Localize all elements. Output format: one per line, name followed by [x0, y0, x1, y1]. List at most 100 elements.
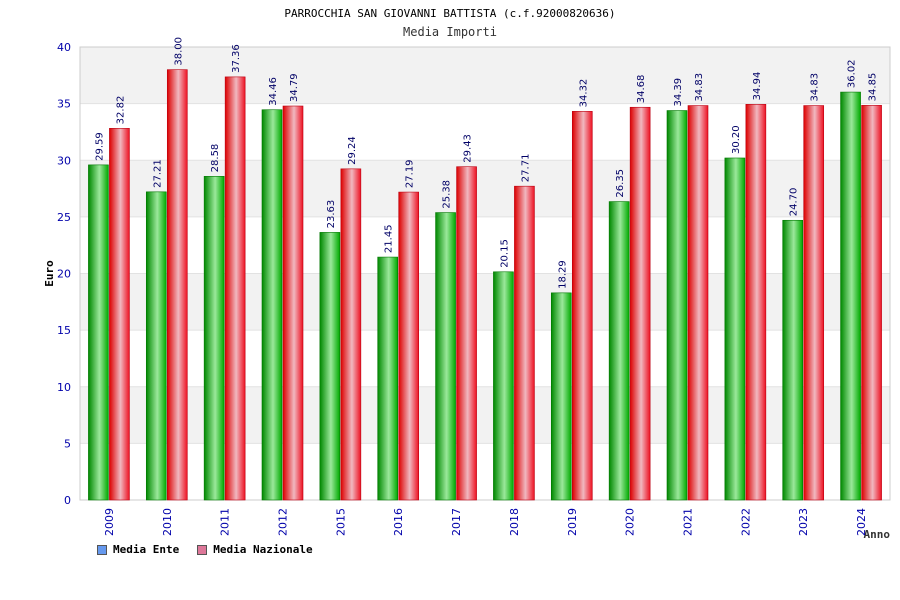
- x-tick-label: 2015: [334, 508, 347, 536]
- data-label: 21.45: [384, 224, 395, 253]
- data-label: 38.00: [173, 37, 184, 66]
- legend-swatch-ente: [97, 544, 107, 555]
- grid-band: [80, 386, 890, 444]
- bar-nazionale: [745, 104, 767, 501]
- data-label: 34.83: [810, 73, 821, 102]
- bar-nazionale: [629, 106, 651, 501]
- y-axis-label: Euro: [43, 260, 56, 287]
- y-tick-label: 35: [57, 98, 71, 111]
- bar-ente: [840, 91, 861, 501]
- chart-legend: Media Ente Media Nazionale: [97, 543, 331, 556]
- x-axis-label: Anno: [864, 528, 891, 541]
- grid-band: [80, 216, 890, 274]
- legend-item-nazionale: Media Nazionale: [197, 543, 313, 556]
- legend-swatch-nazionale: [197, 544, 208, 555]
- data-label: 29.43: [463, 134, 474, 163]
- data-label: 34.83: [694, 73, 705, 102]
- data-label: 30.20: [731, 125, 742, 154]
- chart-title: PARROCCHIA SAN GIOVANNI BATTISTA (c.f.92…: [284, 7, 616, 20]
- data-label: 18.29: [557, 260, 568, 289]
- bar-nazionale: [109, 128, 130, 501]
- bar-nazionale: [282, 105, 304, 501]
- data-label: 34.79: [289, 73, 300, 102]
- y-tick-label: 0: [64, 494, 71, 507]
- x-tick-label: 2020: [624, 508, 637, 536]
- data-label: 23.63: [326, 200, 337, 229]
- y-tick-label: 10: [57, 381, 71, 394]
- data-label: 27.21: [152, 159, 163, 188]
- x-tick-label: 2016: [392, 508, 405, 536]
- grid-band: [80, 47, 890, 104]
- data-label: 36.02: [847, 59, 858, 88]
- x-tick-label: 2021: [682, 508, 695, 536]
- data-label: 34.68: [636, 75, 647, 104]
- y-tick-label: 20: [57, 268, 71, 281]
- data-label: 26.35: [615, 169, 626, 198]
- x-tick-label: 2017: [450, 508, 463, 536]
- bar-ente: [377, 256, 399, 501]
- legend-label-ente: Media Ente: [113, 543, 180, 556]
- x-tick-label: 2010: [161, 508, 174, 536]
- x-tick-label: 2018: [508, 508, 521, 536]
- data-label: 37.36: [231, 44, 242, 73]
- bar-nazionale: [398, 191, 420, 501]
- legend-item-ente: Media Ente: [97, 543, 179, 556]
- x-tick-label: 2023: [797, 508, 810, 536]
- bar-ente: [203, 176, 225, 501]
- data-label: 27.19: [405, 159, 416, 188]
- data-label: 34.46: [268, 77, 279, 106]
- bar-ente: [666, 110, 688, 501]
- y-tick-label: 40: [57, 41, 71, 54]
- data-label: 34.85: [868, 73, 879, 102]
- x-tick-label: 2019: [566, 508, 579, 536]
- bar-ente: [493, 271, 514, 501]
- legend-label-nazionale: Media Nazionale: [213, 543, 313, 556]
- y-tick-label: 25: [57, 211, 71, 224]
- data-label: 25.38: [442, 180, 453, 209]
- bar-ente: [88, 164, 109, 501]
- data-label: 24.70: [789, 188, 800, 217]
- x-tick-label: 2009: [103, 508, 116, 536]
- bar-ente: [319, 232, 341, 501]
- y-tick-label: 30: [57, 154, 71, 167]
- data-label: 20.15: [499, 239, 510, 268]
- grid-band: [80, 103, 890, 161]
- plot-frame: [79, 46, 891, 501]
- y-tick-label: 5: [64, 437, 71, 450]
- bar-nazionale: [687, 105, 709, 501]
- bar-ente: [550, 292, 572, 501]
- bar-ente: [724, 157, 746, 501]
- x-tick-label: 2022: [739, 508, 752, 536]
- chart-subtitle: Media Importi: [403, 25, 497, 39]
- grid-band: [80, 443, 890, 500]
- data-label: 27.71: [520, 154, 531, 183]
- bar-ente: [608, 201, 630, 501]
- bar-ente: [435, 212, 456, 501]
- data-label: 34.94: [752, 72, 763, 101]
- bar-nazionale: [861, 105, 882, 501]
- data-label: 29.59: [94, 132, 105, 161]
- x-tick-label: 2012: [277, 508, 290, 536]
- data-label: 28.58: [210, 144, 221, 173]
- x-tick-label: 2024: [855, 508, 868, 536]
- data-label: 32.82: [115, 96, 126, 125]
- bar-nazionale: [166, 69, 188, 501]
- bar-ente: [261, 109, 283, 501]
- bar-nazionale: [571, 111, 593, 501]
- grid-band: [80, 273, 890, 331]
- data-label: 29.24: [347, 136, 358, 165]
- bar-ente: [145, 191, 167, 501]
- bar-nazionale: [803, 105, 825, 501]
- x-tick-label: 2011: [219, 508, 232, 536]
- bar-nazionale: [224, 76, 246, 501]
- bar-nazionale: [340, 168, 362, 501]
- y-tick-label: 15: [57, 324, 71, 337]
- bar-nazionale: [456, 166, 477, 501]
- bar-nazionale: [514, 185, 535, 501]
- data-label: 34.32: [578, 79, 589, 108]
- grid-band: [80, 160, 890, 217]
- bar-ente: [782, 219, 804, 501]
- grid-band: [80, 330, 890, 387]
- data-label: 34.39: [673, 78, 684, 107]
